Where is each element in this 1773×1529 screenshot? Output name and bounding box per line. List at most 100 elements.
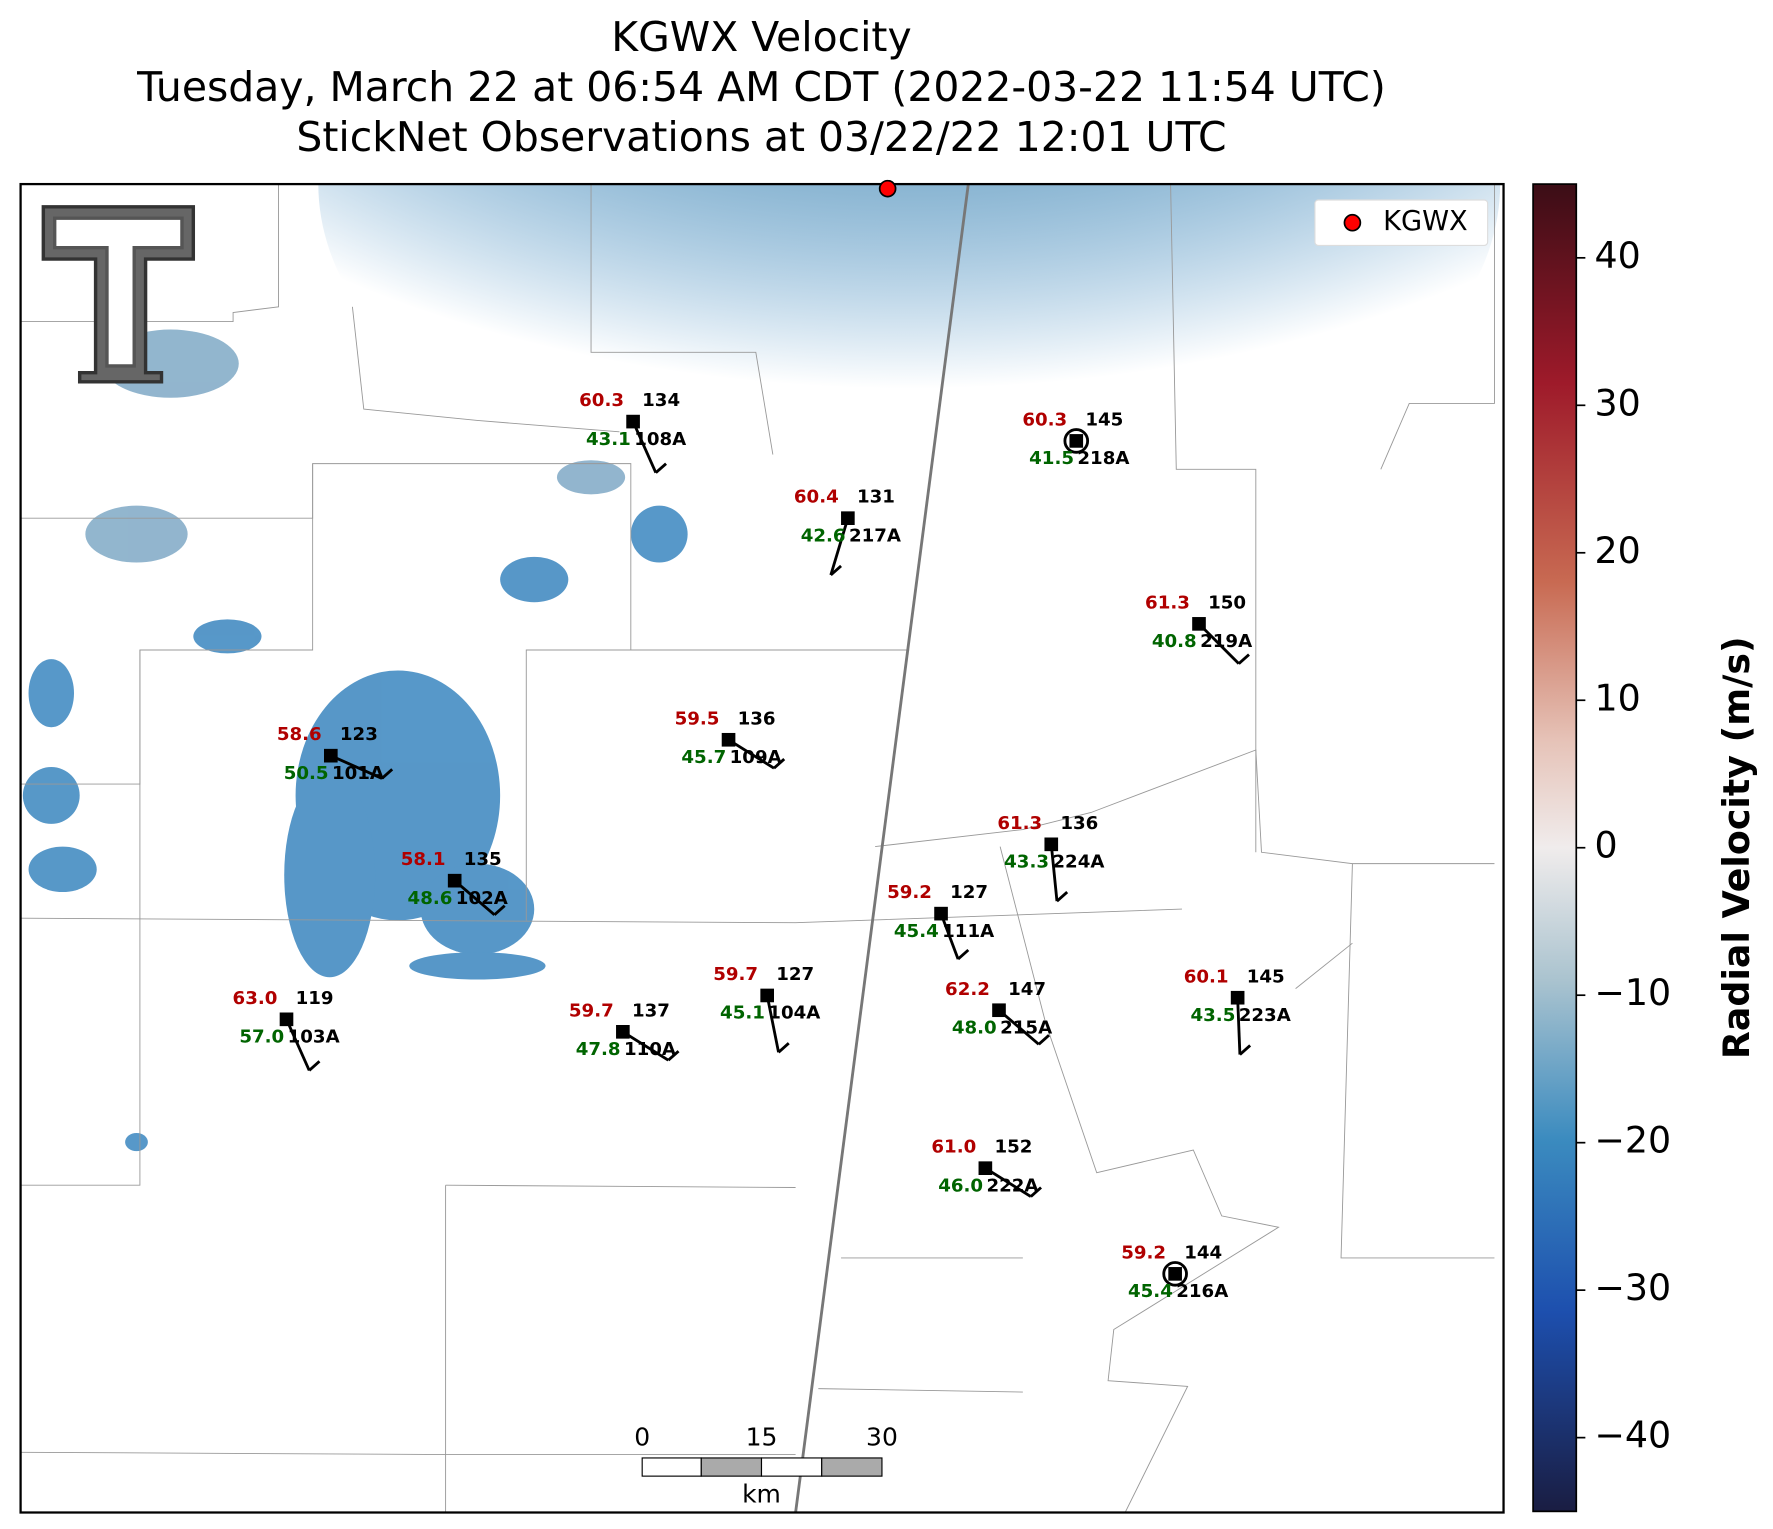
- station-marker: [934, 906, 948, 921]
- wind-barb-flag: [957, 948, 970, 961]
- station-id: 108A: [634, 429, 686, 450]
- colorbar-tick-label: −10: [1594, 971, 1671, 1014]
- wind-barb-flag: [1029, 1186, 1042, 1198]
- station-id: 103A: [288, 1027, 340, 1048]
- wind-barb: [984, 1166, 1032, 1198]
- station-id: 111A: [942, 921, 994, 942]
- station-id: 219A: [1200, 631, 1252, 652]
- station-dew: 41.5: [1029, 448, 1074, 469]
- station-marker: [1192, 617, 1206, 631]
- station-dew: 57.0: [239, 1027, 284, 1048]
- station-temp: 59.7: [713, 964, 758, 985]
- station-dew: 42.6: [801, 525, 846, 546]
- station-temp: 61.3: [997, 813, 1042, 834]
- station-id: 104A: [768, 1003, 820, 1024]
- station-dew: 50.5: [284, 763, 329, 784]
- colorbar-tick-label: 40: [1594, 234, 1640, 277]
- wind-barb-flag: [829, 564, 842, 577]
- station-id: 216A: [1176, 1281, 1228, 1302]
- station-dew: 45.1: [720, 1003, 765, 1024]
- title-line: KGWX Velocity: [611, 13, 911, 61]
- wind-barb-flag: [667, 1050, 680, 1062]
- wind-barb-flag: [1237, 653, 1250, 665]
- station-temp: 59.5: [675, 708, 720, 729]
- station-temp: 60.1: [1184, 966, 1229, 987]
- wind-barb: [939, 913, 960, 960]
- station-value: 131: [857, 487, 895, 508]
- station-temp: 60.3: [579, 390, 624, 411]
- station-value: 134: [642, 390, 680, 411]
- wind-barb: [727, 738, 775, 770]
- station-temp: 60.4: [794, 487, 839, 508]
- stations: 60.3 134 43.1 108A 60.3 145 41.5 218A 60.4 131 42.…: [233, 390, 1291, 1302]
- station-value: 127: [950, 882, 988, 903]
- wind-barb: [1049, 844, 1059, 902]
- station-marker: [1230, 990, 1245, 1005]
- station-temp: 62.2: [945, 979, 990, 1000]
- wind-barb-flag: [777, 1042, 790, 1054]
- station-marker: [1063, 428, 1090, 454]
- wind-barb-flag: [381, 768, 394, 780]
- station-value: 145: [1085, 409, 1123, 430]
- station-dew: 48.0: [952, 1017, 997, 1038]
- wind-barb: [765, 995, 780, 1053]
- station-marker: [760, 988, 774, 1003]
- colorbar-tick-label: 20: [1594, 529, 1640, 572]
- radar-site: [878, 179, 897, 198]
- title-line: StickNet Observations at 03/22/22 12:01 …: [296, 113, 1226, 161]
- station-id: 110A: [624, 1039, 676, 1060]
- station-temp: 58.6: [277, 724, 322, 745]
- map-frame: [19, 182, 1505, 1514]
- station-value: 144: [1184, 1242, 1222, 1263]
- station-id: 223A: [1239, 1005, 1291, 1026]
- station-marker: [1168, 1267, 1182, 1281]
- station-temp: 59.2: [887, 882, 932, 903]
- scale-bar: 0 15 30 km: [634, 1423, 898, 1509]
- station-id: 109A: [730, 747, 782, 768]
- station-dew: 47.8: [576, 1039, 621, 1060]
- station-dew: 40.8: [1152, 631, 1197, 652]
- wind-barb-flag: [1238, 1044, 1252, 1056]
- station-temp: 61.3: [1145, 592, 1190, 613]
- legend-box: [1314, 199, 1489, 247]
- wind-barb: [829, 517, 850, 576]
- station-dew: 43.3: [1004, 852, 1049, 873]
- wind-barb-flag: [493, 904, 506, 916]
- station-temp: 58.1: [401, 849, 446, 870]
- station-id: 101A: [332, 763, 384, 784]
- station-temp: 60.3: [1022, 409, 1067, 430]
- radar-echoes: [22, 329, 688, 1152]
- scale-label: 0: [634, 1423, 650, 1452]
- station-marker: [447, 873, 462, 888]
- station-dew: 46.0: [938, 1175, 983, 1196]
- station-value: 136: [738, 708, 776, 729]
- wind-barb: [622, 1030, 670, 1062]
- wind-barb-flag: [773, 758, 786, 770]
- station-dew: 45.4: [894, 921, 939, 942]
- station-id: 217A: [849, 525, 901, 546]
- wind-barb-flag: [1037, 1034, 1050, 1046]
- station-marker: [616, 1025, 630, 1039]
- station-id: 224A: [1052, 852, 1104, 873]
- station-temp: 63.0: [233, 988, 278, 1009]
- station-dew: 45.7: [681, 747, 726, 768]
- station-temp: 59.7: [569, 1000, 614, 1021]
- station-dew: 43.5: [1191, 1005, 1236, 1026]
- station-value: 152: [994, 1137, 1032, 1158]
- wind-barb: [1236, 997, 1242, 1055]
- station-id: 102A: [456, 888, 508, 909]
- station-marker: [721, 732, 736, 747]
- station-marker: [978, 1161, 993, 1175]
- wind-barb-flag: [308, 1060, 321, 1072]
- colorbar-tick-label: 0: [1594, 824, 1617, 867]
- station-value: 123: [340, 724, 378, 745]
- station-dew: 45.4: [1128, 1281, 1173, 1302]
- colorbar-tick-label: −40: [1594, 1414, 1671, 1457]
- station-marker: [279, 1012, 294, 1027]
- station-value: 135: [464, 849, 502, 870]
- station-dew: 48.6: [408, 888, 453, 909]
- scale-unit: km: [742, 1479, 781, 1508]
- station-dew: 43.1: [586, 429, 631, 450]
- boundary-line: [794, 184, 970, 1513]
